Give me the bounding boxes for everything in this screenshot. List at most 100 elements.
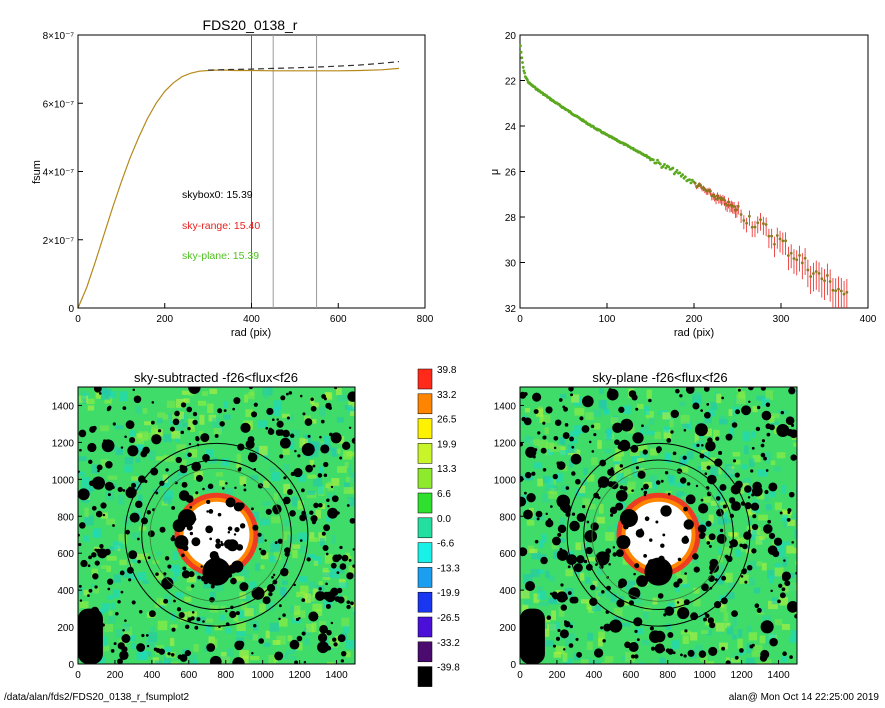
sky-plane-masked-source xyxy=(777,599,781,604)
sky-plane-noise-patch xyxy=(742,431,751,442)
sky-subtracted-masked-source xyxy=(301,598,306,603)
y-tick-label: 1400 xyxy=(52,401,75,412)
sky-subtracted-noise-patch xyxy=(160,599,167,607)
sky-subtracted-noise-patch xyxy=(282,448,290,455)
sky-plane-noise-patch xyxy=(716,393,722,404)
sky-plane-noise-patch xyxy=(610,593,617,603)
sky-plane-noise-patch xyxy=(645,411,654,419)
sky-plane-noise-patch xyxy=(745,549,754,554)
mu-point xyxy=(725,204,729,207)
sky-plane-title: sky-plane -f26<flux<f26 xyxy=(592,370,727,385)
sky-plane-masked-source xyxy=(768,532,776,540)
sky-plane-masked-source xyxy=(619,464,624,468)
sky-plane-masked-source xyxy=(657,593,664,599)
y-tick-label: 4×10⁻⁷ xyxy=(43,168,75,179)
y-tick-label: 6×10⁻⁷ xyxy=(43,99,75,110)
sky-plane-noise-patch xyxy=(724,572,733,583)
sky-plane-masked-source xyxy=(682,455,687,460)
sky-plane-noise-patch xyxy=(731,420,737,425)
sky-subtracted-masked-source xyxy=(298,616,301,620)
sky-plane-masked-source xyxy=(770,589,773,593)
sky-plane-masked-source xyxy=(649,626,654,631)
sky-plane-masked-source xyxy=(729,540,732,544)
sky-plane-noise-patch xyxy=(560,437,566,446)
sky-plane-noise-patch xyxy=(762,658,772,664)
sky-subtracted-masked-source xyxy=(283,476,287,480)
sky-subtracted-noise-patch xyxy=(260,517,269,523)
x-tick-label: 400 xyxy=(243,314,260,325)
sky-plane-noise-patch xyxy=(699,612,709,621)
sky-plane-masked-source xyxy=(715,436,720,441)
sky-plane-masked-source xyxy=(590,424,595,429)
fsum-sky-range-lines xyxy=(251,35,318,308)
sky-subtracted-masked-source xyxy=(351,437,355,444)
mu-point xyxy=(521,61,524,64)
sky-subtracted-noise-patch xyxy=(273,550,282,561)
sky-subtracted-noise-patch xyxy=(163,661,169,664)
sky-plane-noise-patch xyxy=(598,388,604,394)
sky-plane-noise-patch xyxy=(777,549,785,558)
mu-point xyxy=(764,223,768,226)
sky-plane-masked-source xyxy=(791,541,794,544)
sky-plane-noise-patch xyxy=(600,400,607,410)
sky-subtracted-noise-patch xyxy=(129,430,137,437)
sky-plane-noise-patch xyxy=(637,444,648,452)
sky-plane-noise-patch xyxy=(537,478,544,487)
sky-plane-masked-source xyxy=(602,639,606,643)
mu-point xyxy=(792,257,796,260)
sky-plane-masked-source xyxy=(591,450,595,453)
sky-subtracted-noise-patch xyxy=(205,618,213,623)
x-tick-label: 200 xyxy=(686,314,703,325)
sky-plane-noise-patch xyxy=(547,597,558,603)
sky-plane-masked-source xyxy=(533,409,539,415)
sky-subtracted-noise-patch xyxy=(92,530,98,537)
sky-plane-noise-patch xyxy=(579,485,586,494)
sky-plane-noise-patch xyxy=(745,657,755,664)
sky-subtracted-noise-patch xyxy=(305,593,312,604)
sky-plane-masked-source xyxy=(662,533,666,537)
y-tick-label: 1000 xyxy=(494,475,517,486)
sky-subtracted-masked-source xyxy=(209,537,212,541)
sky-subtracted-noise-patch xyxy=(184,596,192,603)
sky-subtracted-noise-patch xyxy=(310,448,319,458)
mu-point xyxy=(656,158,659,162)
sky-subtracted-masked-source xyxy=(323,461,329,468)
sky-plane-masked-source xyxy=(556,461,561,466)
sky-subtracted-masked-source xyxy=(310,515,318,523)
sky-subtracted-noise-patch xyxy=(335,448,341,454)
sky-plane-masked-source xyxy=(628,587,641,600)
colorbar-label: 0.0 xyxy=(437,514,451,525)
sky-subtracted-noise-patch xyxy=(352,662,355,664)
sky-plane-masked-source xyxy=(663,509,669,515)
sky-subtracted-noise-patch xyxy=(163,434,172,443)
sky-subtracted-masked-source xyxy=(299,394,303,398)
sky-plane-noise-patch xyxy=(555,646,565,655)
mu-point xyxy=(812,272,815,275)
sky-subtracted-noise-patch xyxy=(174,570,180,577)
sky-plane-noise-patch xyxy=(734,459,741,465)
sky-subtracted-masked-source xyxy=(188,651,192,655)
sky-plane-noise-patch xyxy=(747,625,752,634)
sky-plane-masked-source xyxy=(536,517,540,521)
sky-subtracted-masked-source xyxy=(180,430,185,435)
sky-plane-masked-source xyxy=(542,421,546,425)
sky-subtracted-noise-patch xyxy=(156,597,164,608)
sky-subtracted-noise-patch xyxy=(335,387,342,396)
sky-subtracted-masked-source xyxy=(96,464,103,471)
sky-plane-noise-patch xyxy=(654,431,661,440)
sky-subtracted-masked-source xyxy=(79,599,83,602)
sky-plane-noise-patch xyxy=(682,582,690,588)
sky-subtracted-noise-patch xyxy=(164,647,171,655)
sky-subtracted-masked-source xyxy=(128,578,132,582)
sky-plane-noise-patch xyxy=(743,445,749,455)
sky-plane-masked-source xyxy=(545,519,554,528)
sky-plane-masked-source xyxy=(684,572,687,575)
sky-plane-masked-source xyxy=(794,614,797,619)
sky-plane-masked-source xyxy=(654,643,665,654)
sky-plane-noise-patch xyxy=(624,405,631,415)
sky-plane-noise-patch xyxy=(561,465,568,472)
sky-plane-masked-source xyxy=(607,468,615,476)
sky-plane-noise-patch xyxy=(594,422,601,430)
sky-subtracted-noise-patch xyxy=(292,544,301,549)
x-tick-label: 0 xyxy=(517,314,523,325)
